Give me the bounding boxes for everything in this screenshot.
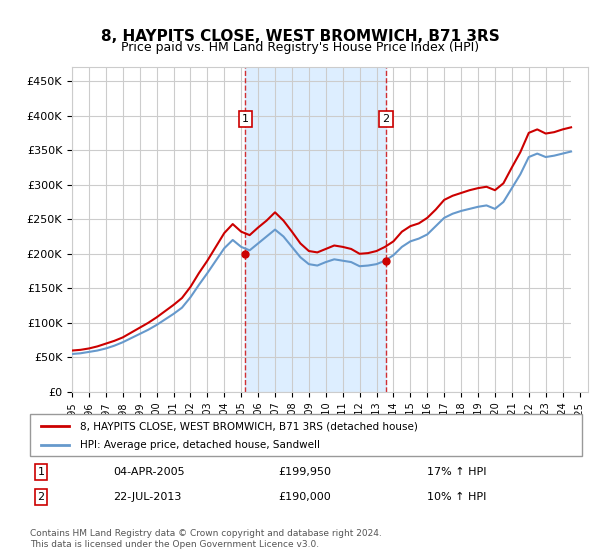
Text: 1: 1	[38, 467, 44, 477]
Text: 2: 2	[382, 114, 389, 124]
Text: 17% ↑ HPI: 17% ↑ HPI	[427, 467, 487, 477]
Bar	[245, 67, 386, 392]
Text: 1: 1	[242, 114, 249, 124]
Text: 04-APR-2005: 04-APR-2005	[113, 467, 184, 477]
Text: Contains HM Land Registry data © Crown copyright and database right 2024.
This d: Contains HM Land Registry data © Crown c…	[30, 529, 382, 549]
Text: 2: 2	[37, 492, 44, 502]
Text: 8, HAYPITS CLOSE, WEST BROMWICH, B71 3RS: 8, HAYPITS CLOSE, WEST BROMWICH, B71 3RS	[101, 29, 499, 44]
Text: 10% ↑ HPI: 10% ↑ HPI	[427, 492, 487, 502]
Bar	[571, 67, 588, 392]
Text: HPI: Average price, detached house, Sandwell: HPI: Average price, detached house, Sand…	[80, 440, 320, 450]
Text: Price paid vs. HM Land Registry's House Price Index (HPI): Price paid vs. HM Land Registry's House …	[121, 41, 479, 54]
Text: £199,950: £199,950	[278, 467, 331, 477]
Text: 8, HAYPITS CLOSE, WEST BROMWICH, B71 3RS (detached house): 8, HAYPITS CLOSE, WEST BROMWICH, B71 3RS…	[80, 421, 418, 431]
Text: 22-JUL-2013: 22-JUL-2013	[113, 492, 181, 502]
Text: £190,000: £190,000	[278, 492, 331, 502]
FancyBboxPatch shape	[30, 414, 582, 456]
